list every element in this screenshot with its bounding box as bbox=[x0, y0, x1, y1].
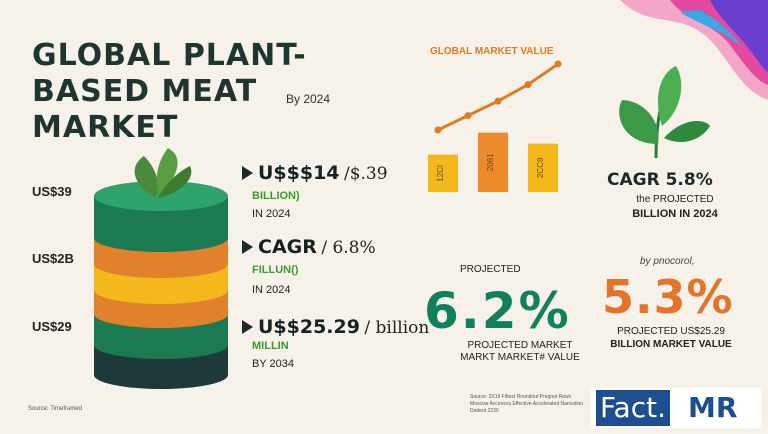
chart-trend-point bbox=[464, 112, 472, 120]
source-note: Source: Timeframed bbox=[28, 406, 83, 412]
source-note-right: Source: 2X19 Fiftest Roundout Pregnet Ro… bbox=[470, 394, 584, 414]
stat-unit: / 6.8% bbox=[321, 238, 376, 258]
projected-label: PROJECTED bbox=[460, 264, 521, 275]
chart-trend-point bbox=[434, 126, 442, 134]
chart-bar bbox=[528, 143, 558, 192]
brand-logo-fact: Fact. bbox=[596, 390, 670, 426]
stat-year: IN 2024 bbox=[252, 284, 291, 296]
decorative-swirl bbox=[620, 0, 768, 100]
cylinder-label-top: US$39 bbox=[32, 184, 72, 199]
cagr-value: CAGR 5.8% bbox=[607, 170, 713, 190]
orange-label: by pnocorol, bbox=[640, 256, 695, 267]
stat-green-text: BILLION) bbox=[252, 190, 300, 202]
leaf-icon bbox=[619, 66, 710, 159]
chart-trend-line bbox=[437, 62, 559, 132]
stat-value-block: U$$$14 /$.39 bbox=[258, 162, 388, 184]
orange-caption: PROJECTED US$25.29 bbox=[617, 326, 725, 337]
stat-value-block: U$$25.29 / billion bbox=[258, 316, 429, 338]
arrow-icon bbox=[242, 166, 253, 180]
stat-green-text: MILLIN bbox=[252, 340, 289, 352]
subtitle: By 2024 bbox=[286, 92, 331, 106]
stacked-cylinder-illustration bbox=[94, 148, 228, 389]
brand-logo-mr: MR bbox=[688, 391, 738, 424]
stat-unit: /$.39 bbox=[343, 164, 388, 184]
chart-bar-label: 2061 bbox=[486, 153, 495, 171]
cylinder-label-bottom: US$29 bbox=[32, 319, 72, 334]
cagr-caption: the PROJECTED bbox=[636, 194, 714, 205]
arrow-icon bbox=[242, 240, 253, 254]
stat-year: IN 2024 bbox=[252, 208, 291, 220]
arrow-icon bbox=[242, 320, 253, 334]
cylinder-label-middle: US$2B bbox=[32, 251, 74, 266]
projected-percent-green: 6.2% bbox=[424, 282, 571, 340]
market-value-chart: 12CI 2061 2CC9 bbox=[428, 60, 562, 192]
cagr-caption-bold: BILLION IN 2024 bbox=[632, 208, 718, 220]
green-caption: PROJECTED MARKET bbox=[467, 340, 573, 351]
page-title: GLOBAL PLANT-BASED MEAT MARKET bbox=[32, 38, 307, 145]
stat-value: CAGR bbox=[258, 236, 317, 258]
chart-title: GLOBAL MARKET VALUE bbox=[430, 46, 554, 57]
stat-value-block: CAGR / 6.8% bbox=[258, 236, 376, 258]
chart-trend-point bbox=[554, 60, 562, 68]
chart-bar-label: 12CI bbox=[436, 165, 445, 182]
stat-unit: / billion bbox=[364, 318, 430, 338]
stat-year: BY 2034 bbox=[252, 358, 295, 370]
chart-trend-point bbox=[494, 97, 502, 105]
stat-green-text: FILLUN() bbox=[252, 264, 299, 276]
orange-caption-bold: BILLION MARKET VALUE bbox=[610, 339, 732, 350]
chart-bar-label: 2CC9 bbox=[536, 157, 545, 178]
green-caption-2: MARKT MARKET# VALUE bbox=[460, 352, 580, 363]
chart-bar bbox=[428, 154, 458, 192]
chart-bar bbox=[478, 132, 508, 192]
stat-value: U$$25.29 bbox=[258, 316, 360, 338]
projected-percent-orange: 5.3% bbox=[602, 270, 734, 324]
chart-trend-point bbox=[524, 81, 532, 89]
stat-value: U$$$14 bbox=[258, 162, 340, 184]
